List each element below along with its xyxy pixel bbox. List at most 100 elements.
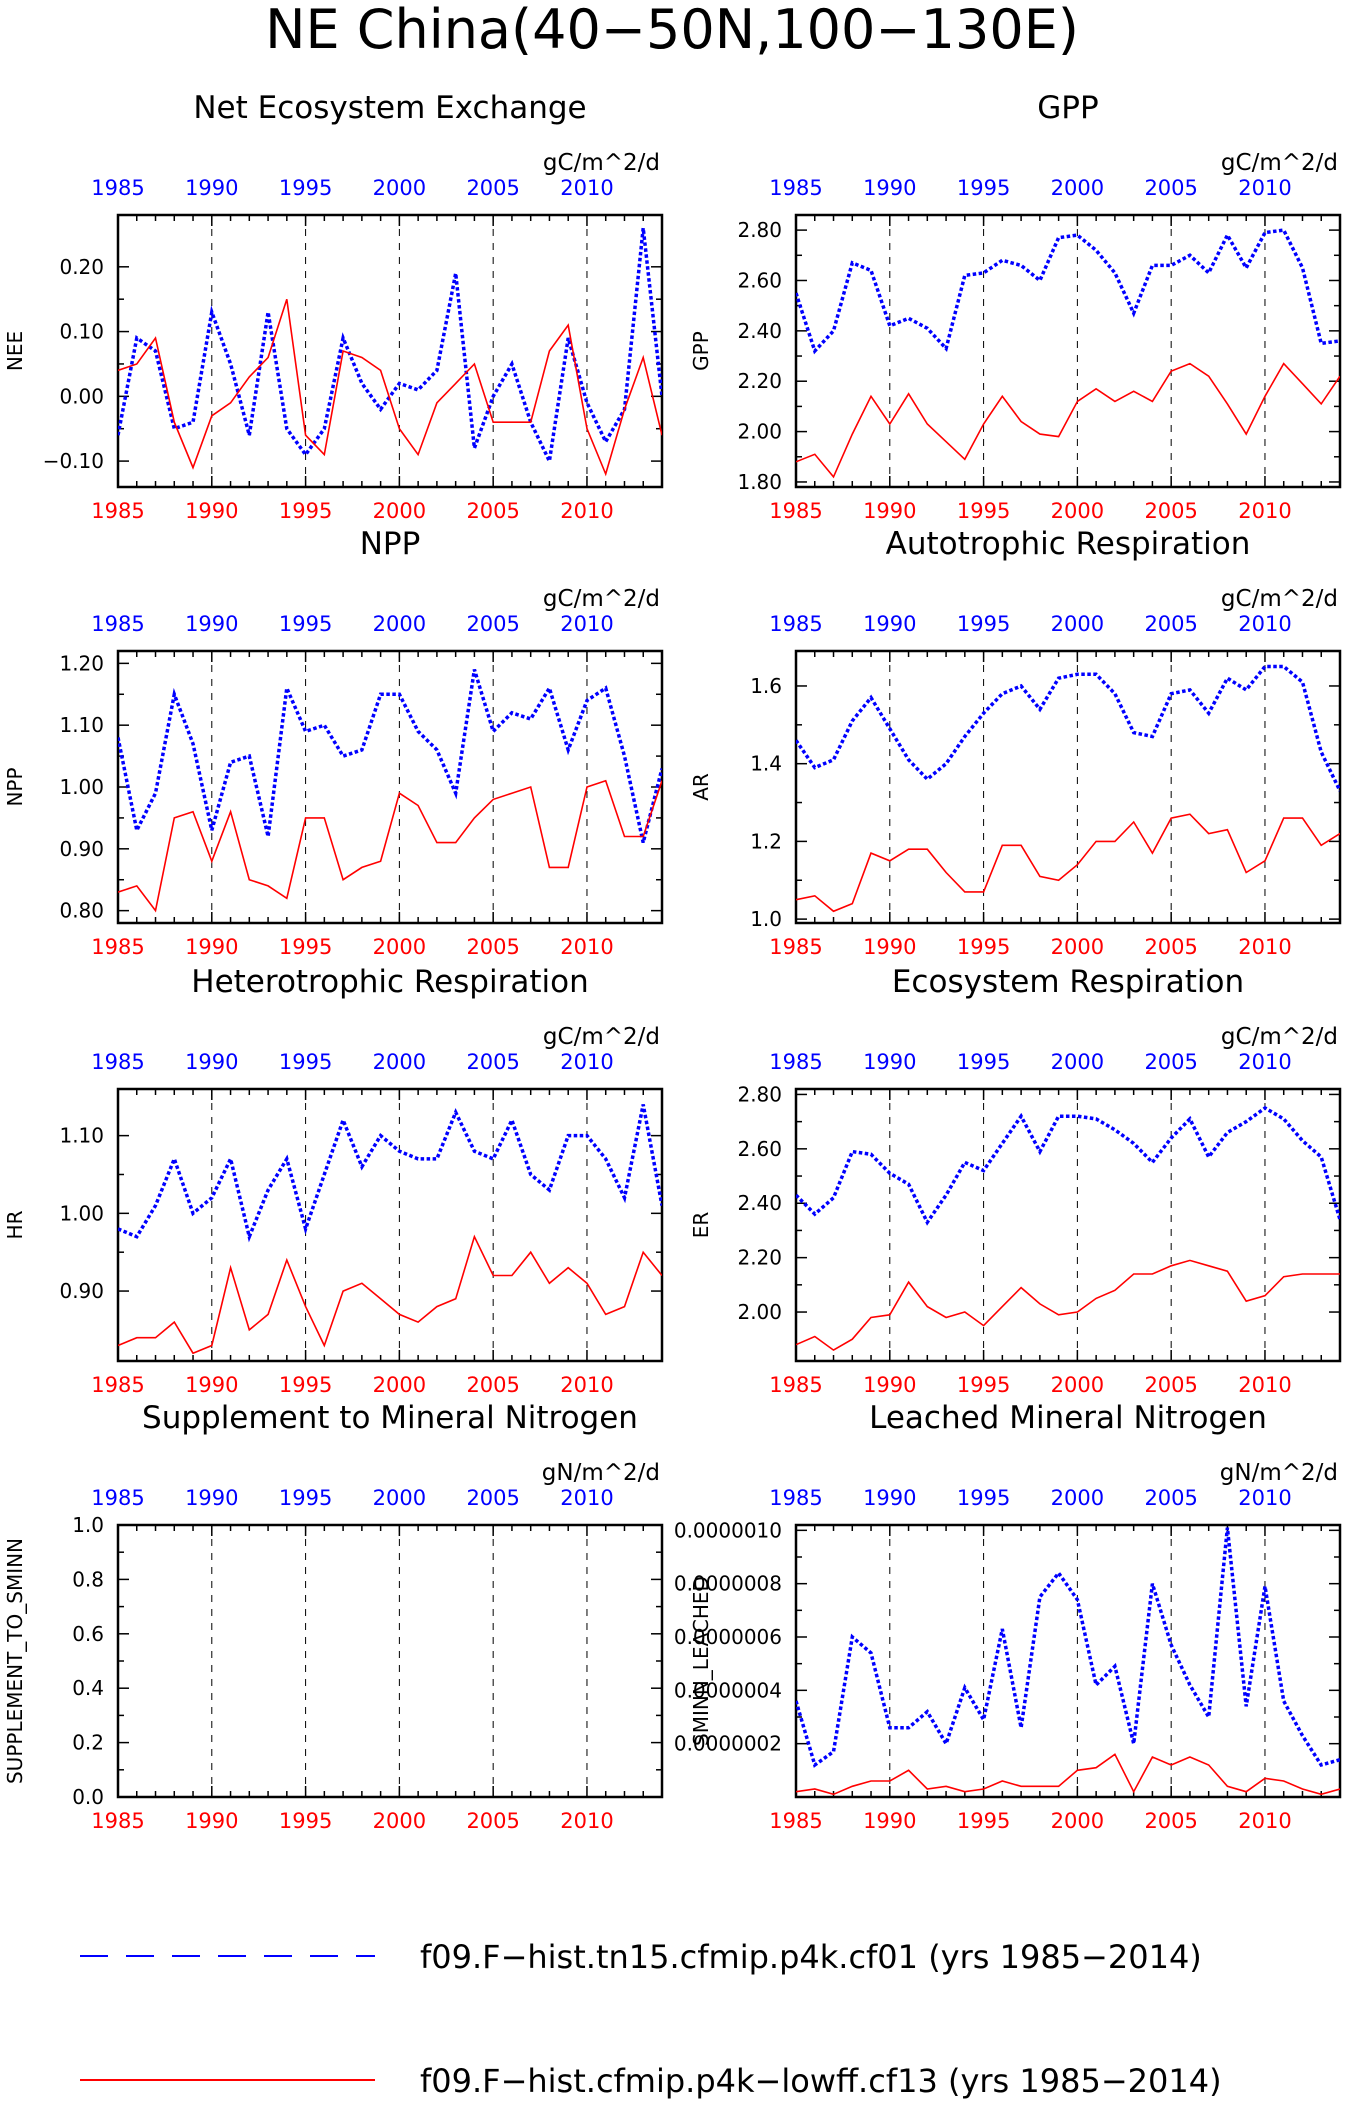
x-tick-label-top: 2000 xyxy=(373,176,426,200)
y-tick-label: 1.2 xyxy=(750,829,782,853)
x-tick-label-top: 2000 xyxy=(373,612,426,636)
x-tick-label-bottom: 2010 xyxy=(560,499,613,523)
series-line-b xyxy=(118,1234,662,1355)
x-tick-label-bottom: 2005 xyxy=(466,935,519,959)
y-tick-label: 2.00 xyxy=(737,1300,782,1324)
x-tick-label-top: 1995 xyxy=(279,1050,332,1074)
panel-title-ecosystem-respiration: Ecosystem Respiration xyxy=(892,964,1244,1000)
x-tick-label-top: 2005 xyxy=(1144,612,1197,636)
units-label-ecosystem-respiration: gC/m^2/d xyxy=(1221,1024,1338,1050)
y-tick-label: 2.20 xyxy=(737,369,782,393)
x-tick-label-bottom: 2000 xyxy=(373,499,426,523)
x-tick-label-bottom: 1995 xyxy=(957,499,1010,523)
x-tick-label-top: 2005 xyxy=(466,1050,519,1074)
y-axis-label-heterotrophic-respiration: HR xyxy=(3,1210,27,1239)
y-tick-label: 1.0 xyxy=(72,1513,104,1537)
plot-frame-net-ecosystem-exchange xyxy=(116,213,664,489)
x-tick-label-top: 1990 xyxy=(863,1050,916,1074)
x-tick-label-bottom: 1990 xyxy=(863,1809,916,1833)
y-tick-label: 2.40 xyxy=(737,1191,782,1215)
series-line-a xyxy=(796,228,1340,355)
units-label-supplement-to-mineral-nitrogen: gN/m^2/d xyxy=(542,1460,660,1486)
x-tick-label-bottom: 1995 xyxy=(279,935,332,959)
x-tick-label-top: 2005 xyxy=(466,612,519,636)
series-line-b xyxy=(796,1259,1340,1352)
x-tick-label-top: 1985 xyxy=(769,1050,822,1074)
x-tick-label-top: 1990 xyxy=(863,1486,916,1510)
x-tick-label-top: 2010 xyxy=(560,1486,613,1510)
x-tick-label-bottom: 2010 xyxy=(1238,935,1291,959)
x-tick-label-bottom: 1995 xyxy=(957,1373,1010,1397)
x-tick-label-bottom: 1995 xyxy=(279,499,332,523)
x-tick-label-top: 2010 xyxy=(560,1050,613,1074)
y-tick-label: 2.80 xyxy=(737,218,782,242)
panel-autotrophic-respiration: Autotrophic Respiration gC/m^2/d 1985 1990 1… xyxy=(689,526,1342,959)
plot-frame-ecosystem-respiration xyxy=(794,1087,1342,1363)
x-tick-label-bottom: 2010 xyxy=(560,1809,613,1833)
y-tick-label: 1.0 xyxy=(750,907,782,931)
x-tick-label-top: 1995 xyxy=(957,1486,1010,1510)
panel-title-gpp: GPP xyxy=(1037,90,1098,126)
x-tick-label-bottom: 2010 xyxy=(1238,499,1291,523)
x-tick-label-bottom: 1990 xyxy=(863,935,916,959)
y-tick-label: 2.80 xyxy=(737,1082,782,1106)
x-tick-label-bottom: 2010 xyxy=(1238,1373,1291,1397)
x-tick-label-bottom: 1985 xyxy=(769,1809,822,1833)
panels-group: Net Ecosystem Exchange gC/m^2/d 1985 1990 19… xyxy=(3,90,1342,1833)
x-tick-label-top: 2000 xyxy=(1051,1486,1104,1510)
panel-gpp: GPP gC/m^2/d 1985 1990 1995 2000 2005 2010 1985 1… xyxy=(689,90,1342,523)
x-tick-label-top: 1985 xyxy=(769,1486,822,1510)
y-tick-label: 0.80 xyxy=(59,899,104,923)
plot-frame-heterotrophic-respiration xyxy=(116,1087,664,1363)
y-tick-label: 2.20 xyxy=(737,1246,782,1270)
x-tick-label-top: 2000 xyxy=(373,1486,426,1510)
x-tick-label-top: 1985 xyxy=(769,612,822,636)
x-tick-label-top: 2010 xyxy=(560,612,613,636)
x-tick-label-bottom: 1995 xyxy=(279,1809,332,1833)
panel-heterotrophic-respiration: Heterotrophic Respiration gC/m^2/d 1985 199… xyxy=(3,964,664,1397)
y-tick-label: 0.0000002 xyxy=(674,1732,782,1756)
units-label-gpp: gC/m^2/d xyxy=(1221,150,1338,176)
y-axis-label-net-ecosystem-exchange: NEE xyxy=(3,331,27,371)
panel-net-ecosystem-exchange: Net Ecosystem Exchange gC/m^2/d 1985 1990 19… xyxy=(3,90,664,523)
plot-frame-autotrophic-respiration xyxy=(794,649,1342,925)
legend-label-series-b: f09.F−hist.cfmip.p4k−lowff.cf13 (yrs 198… xyxy=(420,2062,1222,2100)
y-axis-label-gpp: GPP xyxy=(689,331,713,371)
series-line-b xyxy=(118,298,662,477)
series-line-a xyxy=(118,1104,662,1243)
y-axis-label-npp: NPP xyxy=(3,767,27,806)
x-tick-label-bottom: 2010 xyxy=(1238,1809,1291,1833)
x-tick-label-top: 2010 xyxy=(1238,1486,1291,1510)
y-tick-label: 1.10 xyxy=(59,1124,104,1148)
x-tick-label-bottom: 2005 xyxy=(466,1809,519,1833)
y-tick-label: 0.20 xyxy=(59,255,104,279)
x-tick-label-bottom: 1985 xyxy=(91,1373,144,1397)
x-tick-label-top: 1990 xyxy=(863,176,916,200)
y-tick-label: 1.6 xyxy=(750,674,782,698)
x-tick-label-top: 1995 xyxy=(957,612,1010,636)
units-label-leached-mineral-nitrogen: gN/m^2/d xyxy=(1220,1460,1338,1486)
legend: f09.F−hist.tn15.cfmip.p4k.cf01 (yrs 1985… xyxy=(80,1938,1222,2100)
x-tick-label-top: 1985 xyxy=(91,1050,144,1074)
x-tick-label-top: 1985 xyxy=(91,612,144,636)
x-tick-label-bottom: 1985 xyxy=(91,1809,144,1833)
x-tick-label-top: 2010 xyxy=(560,176,613,200)
panel-supplement-to-mineral-nitrogen: Supplement to Mineral Nitrogen gN/m^2/d 19… xyxy=(3,1400,664,1833)
x-tick-label-bottom: 1985 xyxy=(769,935,822,959)
y-tick-label: 1.80 xyxy=(737,470,782,494)
x-tick-label-bottom: 2010 xyxy=(560,1373,613,1397)
x-tick-label-top: 1990 xyxy=(863,612,916,636)
y-tick-label: 0.0000006 xyxy=(674,1625,782,1649)
plot-frame-npp xyxy=(116,649,664,925)
legend-label-series-a: f09.F−hist.tn15.cfmip.p4k.cf01 (yrs 1985… xyxy=(420,1938,1202,1976)
x-tick-label-bottom: 2005 xyxy=(1144,1373,1197,1397)
x-tick-label-top: 1995 xyxy=(279,1486,332,1510)
x-tick-label-bottom: 2000 xyxy=(1051,499,1104,523)
x-tick-label-bottom: 1990 xyxy=(185,1809,238,1833)
panel-title-leached-mineral-nitrogen: Leached Mineral Nitrogen xyxy=(869,1400,1267,1436)
series-line-a xyxy=(796,1105,1340,1226)
x-tick-label-bottom: 1990 xyxy=(185,1373,238,1397)
x-tick-label-bottom: 1985 xyxy=(91,935,144,959)
y-tick-label: 0.8 xyxy=(72,1567,104,1591)
